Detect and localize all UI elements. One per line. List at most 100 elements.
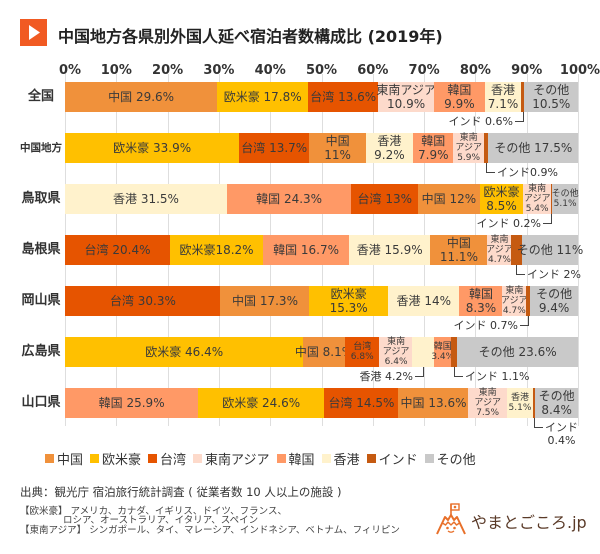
chart-title: 中国地方各県別外国人延べ宿泊者数構成比 (2019年) [58, 27, 443, 46]
bar-segment-label: 香港 9.2% [374, 134, 405, 162]
bar-segment-label: 中国 11% [324, 134, 351, 162]
bar-segment-label: 中国 11.1% [440, 236, 478, 264]
bar-segment-label: 台湾 20.4% [85, 243, 151, 257]
legend-swatch-taiwan [148, 454, 158, 463]
bar-segment-other: その他 5.1% [552, 184, 579, 214]
data-label-line: 台湾 30.3% [109, 294, 176, 308]
bar-segment-label: 韓国 3.4% [431, 342, 454, 362]
data-label-line: 台湾 14.5% [328, 396, 395, 410]
data-label-line: 香港 [377, 134, 402, 148]
data-label-line: 中国 29.6% [108, 90, 175, 104]
bar-segment-southeast-asia: 東南 アジア 4.7% [486, 235, 513, 265]
bar-segment-india [550, 184, 553, 214]
note-western: 【欧米豪】 アメリカ、カナダ、イギリス、ドイツ、フランス、 [20, 507, 287, 517]
note-text: シンガポール、タイ、マレーシア、インドネシア、ベトナム、フィリピン [89, 525, 400, 536]
data-label-line: アジア [474, 398, 501, 408]
x-tick-label: 20% [152, 63, 184, 78]
callout-leader-line [486, 163, 487, 172]
row-label: 広島県 [21, 344, 61, 359]
data-label-line: その他 [536, 287, 573, 301]
bar-segment-label: 東南 アジア 5.4% [524, 184, 551, 214]
data-label-line: 中国 8.1% [294, 345, 354, 359]
data-label-line: 3.4% [431, 352, 455, 362]
bar-segment-label: 台湾 14.5% [328, 396, 394, 410]
data-label-line: 台湾 [353, 342, 372, 352]
bar-segment-korea: 韓国 16.7% [263, 235, 350, 265]
data-label-line: 中国 13.6% [400, 396, 467, 410]
bar-segment-label: 欧米豪 17.8% [224, 90, 302, 104]
callout-leader-line [520, 325, 529, 326]
mountain-flag-icon [436, 503, 466, 535]
legend-item-western: 欧米豪 [90, 449, 141, 468]
callout-leader-line [528, 316, 529, 325]
legend-swatch-india [366, 454, 376, 463]
bar-segment-other: その他 11% [517, 235, 583, 265]
bar-segment-china: 中国 17.3% [220, 286, 310, 316]
data-label-line: 香港 14% [396, 294, 452, 308]
bar-segment-southeast-asia: 東南 アジア 5.4% [523, 184, 552, 214]
callout-label-india: インド 2% [527, 268, 581, 281]
bar-segment-korea: 韓国 24.3% [226, 184, 352, 214]
bar-segment-india [532, 388, 536, 418]
bar-segment-label: 中国 8.1% [295, 345, 353, 359]
bar-segment-taiwan: 台湾 13.7% [238, 133, 310, 163]
data-label-line: 台湾 20.4% [84, 243, 151, 257]
bar-segment-taiwan: 台湾 13% [351, 184, 419, 214]
data-label-line: その他 [551, 189, 579, 199]
data-label-line: 11% [324, 148, 351, 162]
data-label-line: 韓国 25.9% [98, 396, 165, 410]
data-label-line: 中国 [446, 236, 471, 250]
bar-segment-label: 台湾 6.8% [351, 342, 374, 362]
bar-segment-taiwan: 台湾 20.4% [65, 235, 171, 265]
callout-label-india: インド 0.4% [545, 421, 578, 447]
logo-text: やまとごころ.jp [471, 513, 587, 532]
callout-label-hong-kong: 香港 4.2% [360, 370, 413, 383]
callout-label-india: インド 0.2% [477, 217, 541, 230]
bar-segment-label: 韓国 25.9% [99, 396, 165, 410]
data-label-line: 5.1% [553, 199, 577, 209]
bar-segment-india [511, 235, 522, 265]
data-label-line: アジア [486, 245, 513, 255]
legend-item-china: 中国 [45, 449, 83, 468]
x-tick-label: 10% [100, 63, 132, 78]
bar-segment-western: 欧米豪 8.5% [479, 184, 524, 214]
legend-swatch-hong-kong [321, 454, 331, 463]
bar-segment-hong-kong: 香港 14% [387, 286, 460, 316]
bar-segment-china: 中国 8.1% [295, 337, 353, 367]
callout-line: インド0.9% [497, 166, 558, 179]
legend-item-southeast-asia: 東南アジア [193, 449, 270, 468]
bar-segment-china: 中国 11% [309, 133, 367, 163]
bar-segment-label: 欧米豪 46.4% [145, 345, 223, 359]
bar-segment-label: 香港 14% [397, 294, 452, 308]
legend-label: 香港 [333, 453, 360, 468]
bar-segment-korea: 韓国 25.9% [65, 388, 199, 418]
bar-segment-hong-kong: 香港 7.1% [484, 82, 522, 112]
callout-leader-line [454, 367, 455, 376]
callout-line: インド 2% [527, 268, 581, 281]
row-label: 中国地方 [20, 142, 62, 154]
bar-segment-label: 中国 29.6% [108, 90, 174, 104]
callout-line: インド 0.7% [453, 319, 518, 332]
callout-line: インド 0.6% [448, 115, 513, 128]
legend-item-korea: 韓国 [276, 449, 315, 468]
bar-segment-label: 東南 アジア 7.5% [474, 388, 501, 418]
callout-leader-line [415, 376, 424, 377]
legend-swatch-korea [276, 454, 286, 463]
legend-item-hong-kong: 香港 [321, 449, 360, 468]
callout-leader-line [543, 223, 552, 224]
bar-segment-label: 東南 アジア 4.7% [501, 286, 528, 316]
bar-segment-label: その他 23.6% [479, 345, 557, 359]
x-tick-label: 30% [203, 63, 235, 78]
callout-leader-line [534, 418, 535, 427]
bar-segment-western: 欧米豪 33.9% [65, 133, 240, 163]
data-label-line: 8.3% [465, 301, 497, 315]
data-label-line: 欧米豪 33.9% [113, 141, 192, 155]
bar-segment-label: 香港 7.1% [488, 83, 519, 111]
bar-segment-label: その他 8.4% [539, 389, 575, 417]
bar-segment-taiwan: 台湾 14.5% [324, 388, 399, 418]
callout-leader-line [551, 214, 552, 223]
bar-segment-label: その他 17.5% [494, 141, 572, 155]
bar-segment-label: 東南 アジア 5.9% [455, 133, 482, 163]
bar-segment-india [483, 133, 489, 163]
callout-leader-line [423, 367, 424, 376]
